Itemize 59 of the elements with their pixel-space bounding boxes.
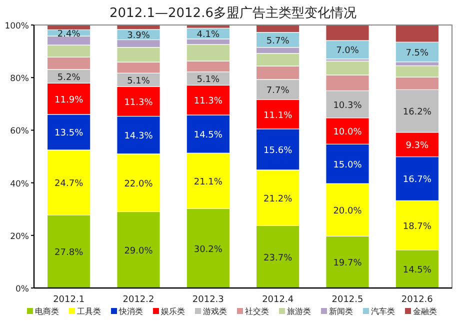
legend-label: 电商类 — [35, 307, 59, 316]
data-label: 13.5% — [54, 128, 84, 139]
data-label: 11.3% — [124, 98, 154, 108]
data-label: 15.6% — [264, 146, 293, 156]
y-tick-label: 20% — [10, 232, 29, 242]
chart-title: 2012.1—2012.6多盟广告主类型变化情况 — [110, 5, 356, 21]
legend-label: 旅游类 — [287, 307, 311, 316]
data-label: 30.2% — [194, 244, 223, 255]
x-tick-label: 2012.3 — [192, 295, 224, 305]
x-tick-label: 2012.5 — [332, 295, 364, 305]
legend-label: 社交类 — [245, 307, 269, 316]
data-label: 14.5% — [402, 265, 432, 276]
y-tick-label: 100% — [4, 22, 29, 32]
y-tick-label: 40% — [10, 179, 29, 190]
legend-label: 快消类 — [118, 307, 143, 316]
data-label: 29.0% — [124, 246, 154, 256]
y-tick-label: 80% — [10, 74, 29, 84]
legend-label: 游戏类 — [203, 307, 227, 316]
data-label: 11.3% — [194, 96, 223, 107]
y-tick-label: 0% — [16, 284, 29, 294]
data-label: 5.1% — [196, 75, 220, 86]
data-label: 2.4% — [57, 29, 81, 40]
x-tick-label: 2012.6 — [401, 295, 434, 305]
data-label: 7.0% — [336, 46, 360, 56]
data-label: 5.2% — [57, 72, 81, 83]
data-label: 4.1% — [196, 30, 220, 40]
data-label: 16.7% — [402, 175, 432, 186]
data-label: 10.3% — [333, 100, 362, 111]
legend-label: 汽车类 — [371, 307, 395, 316]
data-label: 5.1% — [127, 76, 150, 86]
y-tick-label: 60% — [10, 126, 29, 137]
data-label: 22.0% — [124, 179, 154, 190]
data-label: 11.9% — [54, 95, 84, 106]
data-label: 18.7% — [402, 222, 432, 232]
data-label: 14.3% — [124, 132, 154, 142]
x-tick-label: 2012.2 — [122, 295, 154, 305]
data-label: 14.5% — [194, 130, 223, 141]
data-label: 27.8% — [54, 248, 84, 258]
data-label: 10.0% — [333, 127, 362, 138]
data-label: 16.2% — [402, 108, 432, 118]
data-label: 3.9% — [127, 31, 150, 42]
legend-label: 娱乐类 — [161, 307, 185, 316]
data-label: 9.3% — [406, 141, 430, 152]
data-label: 21.2% — [264, 194, 293, 204]
legend-label: 金融类 — [413, 307, 437, 316]
data-label: 7.5% — [406, 48, 430, 58]
legend-label: 工具类 — [77, 307, 101, 316]
data-label: 19.7% — [333, 258, 362, 269]
data-label: 20.0% — [333, 206, 362, 216]
data-label: 11.1% — [264, 110, 293, 121]
x-tick-label: 2012.4 — [262, 295, 294, 305]
legend-label: 新闻类 — [329, 307, 353, 316]
data-label: 15.0% — [333, 160, 362, 170]
data-label: 24.7% — [54, 178, 84, 189]
data-label: 7.7% — [266, 86, 290, 96]
data-label: 21.1% — [194, 177, 223, 188]
data-label: 23.7% — [264, 253, 293, 264]
data-label: 5.7% — [266, 36, 290, 46]
x-tick-label: 2012.1 — [53, 295, 85, 305]
